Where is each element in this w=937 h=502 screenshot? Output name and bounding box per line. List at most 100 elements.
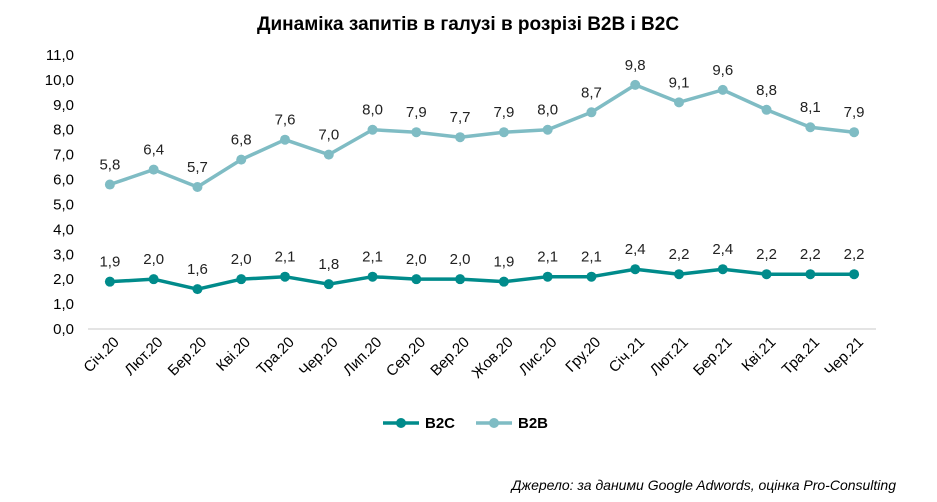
y-tick-label: 2,0 (53, 271, 74, 288)
data-point-b2b (104, 179, 115, 190)
data-label-b2b: 9,1 (669, 74, 690, 91)
series-layer (104, 79, 860, 295)
y-tick-label: 10,0 (45, 72, 74, 89)
data-label-b2c: 2,0 (143, 251, 164, 268)
x-tick-label: Бер.20 (165, 334, 211, 380)
x-tick-label: Січ.21 (606, 334, 648, 376)
x-tick-label: Сер.20 (383, 334, 429, 380)
data-point-b2c (236, 274, 247, 285)
data-point-b2b (280, 134, 290, 145)
data-point-b2c (542, 271, 553, 282)
data-label-b2c: 2,2 (669, 246, 690, 263)
data-label-b2c: 2,0 (450, 251, 471, 268)
chart-title: Динаміка запитів в галузі в розрізі B2B … (257, 14, 679, 35)
data-point-b2b (761, 104, 772, 115)
x-tick-label: Чер.20 (296, 334, 342, 380)
data-point-b2c (280, 271, 290, 282)
data-label-b2b: 8,1 (800, 99, 821, 116)
data-point-b2c (455, 274, 466, 285)
data-label-b2c: 2,2 (800, 246, 821, 263)
legend-marker-b2c (396, 418, 406, 428)
data-label-b2b: 7,6 (275, 112, 296, 129)
data-point-b2b (542, 124, 553, 135)
data-point-b2b (630, 79, 641, 90)
y-tick-label: 5,0 (53, 196, 74, 213)
data-label-b2b: 7,9 (844, 104, 865, 121)
data-label-b2c: 2,2 (756, 246, 777, 263)
data-label-b2c: 1,9 (493, 254, 514, 271)
y-tick-label: 6,0 (53, 172, 74, 189)
data-label-b2c: 1,9 (99, 254, 120, 271)
data-label-b2c: 2,0 (231, 251, 252, 268)
data-label-b2b: 8,8 (756, 82, 777, 99)
data-point-b2c (192, 284, 203, 295)
data-point-b2b (148, 164, 159, 175)
data-label-b2c: 2,1 (581, 249, 602, 266)
data-label-b2c: 2,2 (844, 246, 865, 263)
data-label-b2b: 7,9 (493, 104, 514, 121)
x-tick-label: Гру.20 (562, 334, 604, 376)
data-point-b2c (630, 264, 641, 275)
x-tick-label: Бер.21 (690, 334, 736, 380)
data-label-b2b: 6,4 (143, 142, 164, 159)
x-tick-label: Кві.20 (213, 334, 254, 375)
y-tick-label: 8,0 (53, 122, 74, 139)
data-label-b2c: 2,1 (275, 249, 296, 266)
data-label-b2b: 5,7 (187, 159, 208, 176)
data-point-b2b (411, 127, 422, 138)
x-tick-label: Вер.20 (427, 334, 473, 380)
data-point-b2b (498, 127, 509, 138)
data-point-b2b (849, 127, 860, 138)
data-point-b2c (674, 269, 684, 280)
series-line-b2c (109, 267, 855, 291)
data-point-b2b (236, 154, 247, 165)
data-point-b2c (411, 274, 422, 285)
data-point-b2c (104, 276, 115, 287)
data-label-b2c: 1,8 (318, 256, 339, 273)
x-tick-label: Кві.21 (738, 334, 779, 375)
source-note: Джерело: за даними Google Adwords, оцінк… (510, 477, 897, 493)
legend: B2C B2B (383, 415, 548, 432)
data-point-b2b (717, 84, 728, 95)
data-point-b2b (367, 124, 378, 135)
legend-label-b2b: B2B (518, 415, 548, 432)
y-tick-label: 9,0 (53, 97, 74, 114)
data-labels: 1,9 2,0 1,6 2,0 2,1 1,8 2,1 2,0 2,0 1,9 2,1 2,1 2,4 2… (99, 57, 864, 278)
data-label-b2c: 2,1 (362, 249, 383, 266)
data-label-b2b: 9,8 (625, 57, 646, 74)
x-tick-label: Чер.21 (821, 334, 867, 380)
data-point-b2c (148, 274, 159, 285)
y-tick-label: 7,0 (53, 147, 74, 164)
legend-marker-b2b (489, 418, 499, 428)
x-tick-label: Лип.20 (340, 334, 385, 379)
data-point-b2b (455, 132, 466, 143)
x-tick-label: Тра.20 (253, 334, 297, 378)
data-label-b2b: 8,7 (581, 84, 602, 101)
data-point-b2b (192, 182, 203, 193)
x-tick-label: Жов.20 (469, 334, 517, 382)
data-point-b2b (323, 149, 334, 160)
data-label-b2b: 7,0 (318, 127, 339, 144)
x-tick-label: Лют.20 (121, 334, 166, 379)
data-point-b2b (674, 97, 684, 108)
y-tick-label: 3,0 (53, 246, 74, 263)
x-tick-label: Тра.21 (779, 334, 823, 378)
data-label-b2b: 9,6 (712, 62, 733, 79)
series-line-b2b (109, 83, 855, 189)
data-point-b2c (761, 269, 772, 280)
data-point-b2c (323, 279, 334, 290)
data-label-b2c: 2,4 (625, 241, 646, 258)
data-point-b2c (849, 269, 860, 280)
data-point-b2c (586, 271, 597, 282)
x-tick-label: Лис.20 (516, 334, 561, 379)
data-label-b2b: 6,8 (231, 132, 252, 149)
y-tick-label: 1,0 (53, 296, 74, 313)
data-label-b2c: 1,6 (187, 261, 208, 278)
data-point-b2c (805, 269, 816, 280)
data-label-b2b: 8,0 (537, 102, 558, 119)
data-label-b2c: 2,0 (406, 251, 427, 268)
x-tick-label: Січ.20 (80, 334, 122, 376)
data-point-b2b (586, 107, 597, 118)
